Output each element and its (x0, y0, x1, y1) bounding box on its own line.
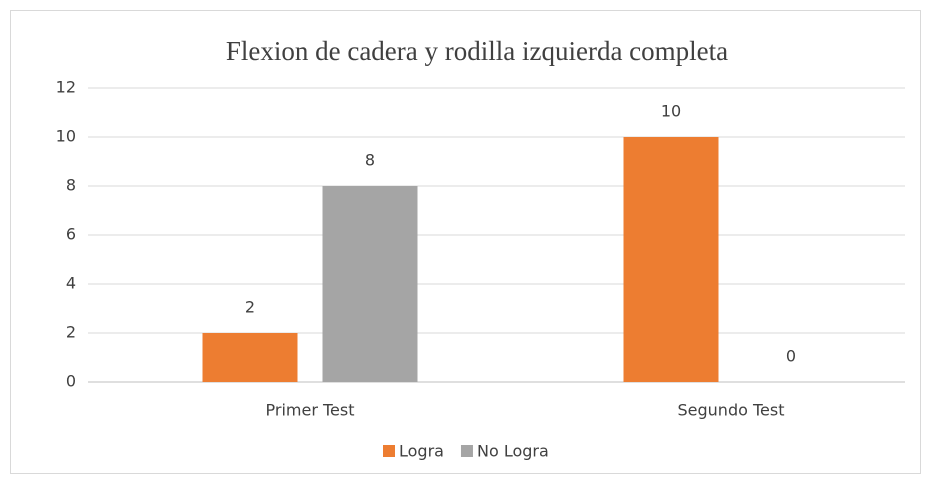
y-tick-label: 6 (66, 225, 76, 244)
bar (202, 333, 298, 382)
y-tick-label: 4 (66, 274, 76, 293)
x-tick-label: Primer Test (266, 401, 355, 420)
legend-swatch (460, 445, 473, 457)
bar (322, 186, 418, 382)
data-label: 10 (661, 102, 681, 121)
x-tick-label: Segundo Test (678, 401, 785, 420)
y-tick-label: 2 (66, 323, 76, 342)
y-tick-label: 0 (66, 372, 76, 391)
chart-title: Flexion de cadera y rodilla izquierda co… (226, 36, 728, 66)
data-label: 2 (245, 298, 255, 317)
legend-swatch (383, 445, 395, 457)
data-label: 8 (365, 151, 375, 170)
y-tick-label: 10 (56, 127, 76, 146)
bar (623, 137, 719, 382)
y-tick-label: 12 (56, 78, 76, 97)
legend-label: Logra (399, 442, 444, 461)
y-tick-label: 8 (66, 176, 76, 195)
legend-label: No Logra (477, 442, 549, 461)
data-label: 0 (786, 347, 796, 366)
